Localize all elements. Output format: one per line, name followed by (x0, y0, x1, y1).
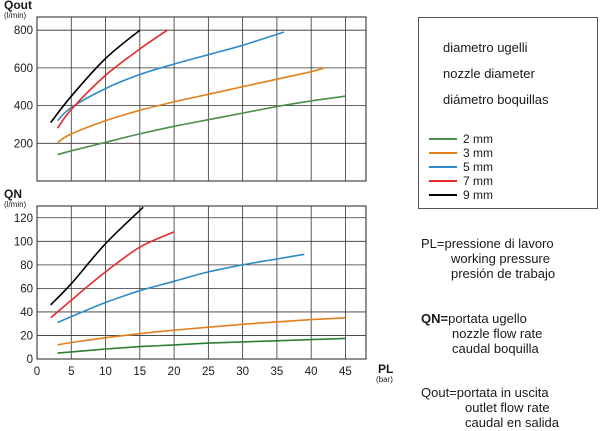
note-qn: QN=portata ugello nozzle flow rate cauda… (421, 311, 542, 356)
legend-swatch (429, 152, 457, 154)
plot-frame-top (36, 16, 367, 182)
series-line-9mm (50, 206, 144, 306)
legend-swatch (429, 138, 457, 140)
note-qn-line: caudal boquilla (452, 341, 539, 356)
note-pl-key: PL= (421, 236, 445, 251)
y-axis-unit-top: (l/min) (4, 11, 27, 20)
y-tick-label: 80 (20, 260, 33, 272)
legend-label: 5 mm (463, 160, 493, 174)
y-tick-label: 100 (14, 236, 33, 248)
y-axis-title-top: Qout (4, 0, 32, 12)
y-tick-label: 20 (20, 330, 33, 342)
legend-entry-2mm: 2 mm (429, 132, 493, 146)
nozzle-diameter-legend: diametro ugelli nozzle diameter diámetro… (418, 17, 598, 209)
note-pl-line: presión de trabajo (451, 266, 556, 281)
series-line-5mm (57, 253, 305, 324)
x-axis-title: PL (378, 362, 393, 376)
legend-swatch (429, 180, 457, 182)
y-axis-title-bottom: QN (4, 187, 22, 201)
series-line-7mm (50, 231, 175, 319)
y-tick-label: 400 (14, 101, 33, 113)
note-qn-line: nozzle flow rate (452, 326, 543, 341)
note-qout-line: caudal en salida (465, 415, 559, 430)
legend-label: 7 mm (463, 174, 493, 188)
x-tick-label: 10 (99, 366, 112, 378)
note-qout-key: Qout= (421, 385, 457, 400)
legend-swatch (429, 194, 457, 196)
legend-title-en: nozzle diameter (443, 66, 535, 81)
y-axis-unit-bottom: (l/min) (4, 200, 27, 209)
y-tick-label: 800 (14, 25, 33, 37)
x-tick-label: 30 (236, 366, 249, 378)
series-line-9mm (50, 29, 141, 124)
x-tick-label: 0 (34, 366, 40, 378)
x-axis-unit: (bar) (376, 375, 393, 384)
y-tick-label: 40 (20, 307, 33, 319)
y-tick-label: 0 (27, 354, 33, 366)
legend-title-es: diámetro boquillas (443, 92, 549, 107)
note-qn-line: portata ugello (448, 311, 527, 326)
y-tick-label: 120 (14, 213, 33, 225)
legend-label: 9 mm (463, 188, 493, 202)
x-tick-label: 15 (133, 366, 146, 378)
note-pl-line: pressione di lavoro (444, 236, 554, 251)
y-tick-label: 600 (14, 63, 33, 75)
x-tick-label: 25 (202, 366, 215, 378)
x-tick-label: 35 (270, 366, 283, 378)
y-tick-label: 60 (20, 283, 33, 295)
series-line-5mm (57, 31, 285, 122)
legend-title-it: diametro ugelli (443, 40, 528, 55)
series-line-7mm (56, 29, 168, 129)
plot-frame-bottom (36, 205, 367, 360)
x-tick-label: 40 (305, 366, 318, 378)
x-tick-label: 45 (339, 366, 352, 378)
note-qn-key: QN= (421, 311, 449, 326)
legend-entry-5mm: 5 mm (429, 160, 493, 174)
x-tick-label: 5 (68, 366, 74, 378)
legend-entry-3mm: 3 mm (429, 146, 493, 160)
note-pl-line: working pressure (451, 251, 550, 266)
x-tick-label: 20 (168, 366, 181, 378)
series-line-2mm (57, 337, 346, 354)
legend-swatch (429, 166, 457, 168)
series-line-3mm (57, 67, 326, 144)
legend-entry-7mm: 7 mm (429, 174, 493, 188)
note-qout: Qout=portata in uscita outlet flow rate … (421, 385, 559, 430)
legend-label: 2 mm (463, 132, 493, 146)
note-qout-line: portata in uscita (456, 385, 549, 400)
note-qout-line: outlet flow rate (465, 400, 550, 415)
y-tick-label: 200 (14, 138, 33, 150)
legend-entry-9mm: 9 mm (429, 188, 493, 202)
note-pl: PL=pressione di lavoro working pressure … (421, 236, 555, 281)
legend-label: 3 mm (463, 146, 493, 160)
series-line-3mm (57, 317, 346, 346)
series-line-2mm (57, 95, 346, 156)
